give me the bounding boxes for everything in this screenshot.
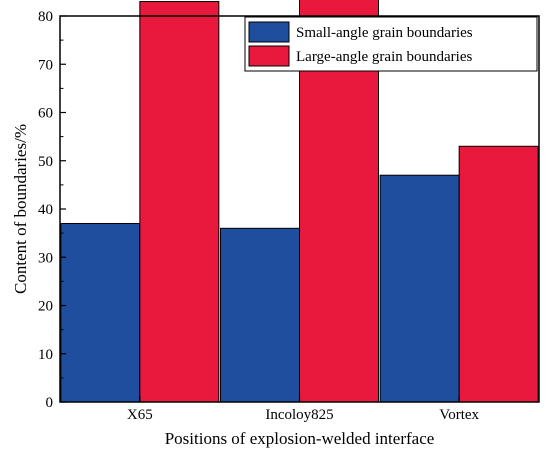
- legend-label: Large-angle grain boundaries: [296, 49, 472, 65]
- y-tick-label: 60: [38, 106, 53, 122]
- bars-group: [60, 0, 539, 403]
- y-tick-label: 30: [38, 250, 53, 266]
- y-axis: 0 10 20 30 40 50 60 70 80: [38, 9, 66, 411]
- x-tick-label: Incoloy825: [265, 407, 333, 423]
- y-axis-title: Content of boundaries/%: [11, 124, 30, 294]
- legend-box: [244, 16, 538, 72]
- bar-x65-small-angle: [60, 222, 141, 403]
- x-axis-title: Positions of explosion-welded interface: [165, 429, 435, 448]
- y-tick-label: 40: [38, 202, 53, 218]
- plot-frame: [59, 15, 540, 403]
- legend-swatch: [248, 21, 290, 43]
- legend-label: Small-angle grain boundaries: [296, 25, 473, 41]
- legend-swatch: [248, 45, 290, 67]
- y-tick-label: 50: [38, 154, 53, 170]
- y-tick-label: 80: [38, 9, 53, 25]
- y-tick-label: 10: [38, 347, 53, 363]
- legend: Small-angle grain boundaries Large-angle …: [244, 16, 538, 72]
- bar-incoloy825-small-angle: [220, 227, 300, 403]
- y-tick-label: 0: [46, 395, 54, 411]
- bar-vortex-small-angle: [379, 174, 460, 403]
- x-tick-label: X65: [127, 407, 153, 423]
- x-axis: X65 Incoloy825 Vortex: [127, 396, 480, 423]
- x-tick-label: Vortex: [439, 407, 479, 423]
- bar-x65-large-angle: [139, 1, 220, 403]
- y-tick-label: 70: [38, 57, 53, 73]
- bar-vortex-large-angle: [458, 145, 539, 403]
- y-tick-label: 20: [38, 299, 53, 315]
